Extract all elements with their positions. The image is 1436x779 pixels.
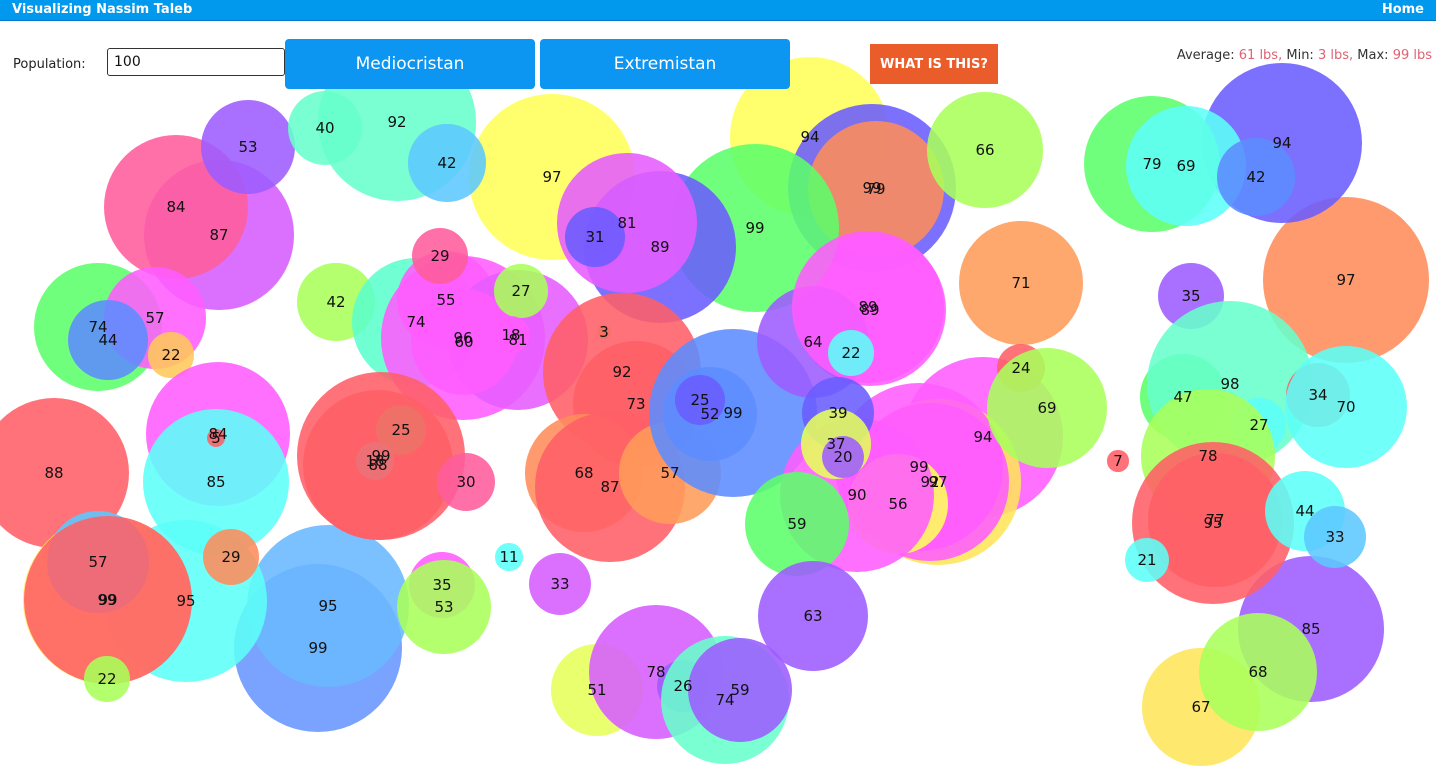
person-bubble [202, 528, 260, 586]
what-is-this-button[interactable]: WHAT IS THIS? [870, 44, 998, 84]
person-bubble [396, 559, 492, 655]
average-label: Average: [1176, 48, 1235, 63]
max-label: Max: [1357, 48, 1389, 63]
person-bubble [491, 315, 531, 355]
person-bubble [408, 124, 486, 202]
max-value: 99 lbs [1392, 48, 1432, 63]
person-bubble [822, 436, 864, 478]
person-bubble [1285, 346, 1407, 468]
person-bubble [288, 91, 362, 165]
person-bubble [1303, 505, 1367, 569]
home-link[interactable]: Home [1381, 2, 1424, 17]
person-bubble [927, 92, 1043, 208]
person-bubble [1107, 450, 1129, 472]
person-bubble [675, 375, 725, 425]
person-bubble [67, 299, 149, 381]
population-label: Population: [13, 57, 86, 72]
min-label: Min: [1286, 48, 1314, 63]
person-bubble [437, 453, 495, 511]
person-bubble [959, 221, 1083, 345]
person-bubble [247, 525, 409, 687]
person-bubble [296, 371, 466, 541]
extremistan-button[interactable]: Extremistan [540, 39, 790, 89]
population-input[interactable] [107, 48, 285, 76]
app-title: Visualizing Nassim Taleb [12, 2, 193, 17]
person-bubble [565, 207, 625, 267]
person-bubble [495, 543, 523, 571]
person-bubble [986, 347, 1108, 469]
stats-readout: Average: 61 lbs, Min: 3 lbs, Max: 99 lbs [1177, 48, 1432, 63]
controls-bar: Population: Mediocristan Extremistan WHA… [0, 21, 1436, 91]
person-bubble [23, 515, 193, 685]
person-bubble [687, 637, 793, 743]
person-bubble [828, 330, 874, 376]
person-bubble [744, 471, 850, 577]
person-bubble [84, 656, 130, 702]
person-bubble [1148, 453, 1282, 587]
header-bar: Visualizing Nassim Taleb Home [0, 0, 1436, 21]
average-value: 61 lbs, [1238, 48, 1283, 63]
person-bubble [1198, 612, 1318, 732]
person-bubble [1125, 538, 1169, 582]
person-bubble [200, 99, 296, 195]
person-bubble [411, 227, 469, 285]
mediocristan-button[interactable]: Mediocristan [285, 39, 535, 89]
person-bubble [528, 552, 592, 616]
min-value: 3 lbs, [1317, 48, 1354, 63]
person-bubble [207, 429, 225, 447]
person-bubble [494, 264, 548, 318]
person-bubble [1217, 138, 1295, 216]
